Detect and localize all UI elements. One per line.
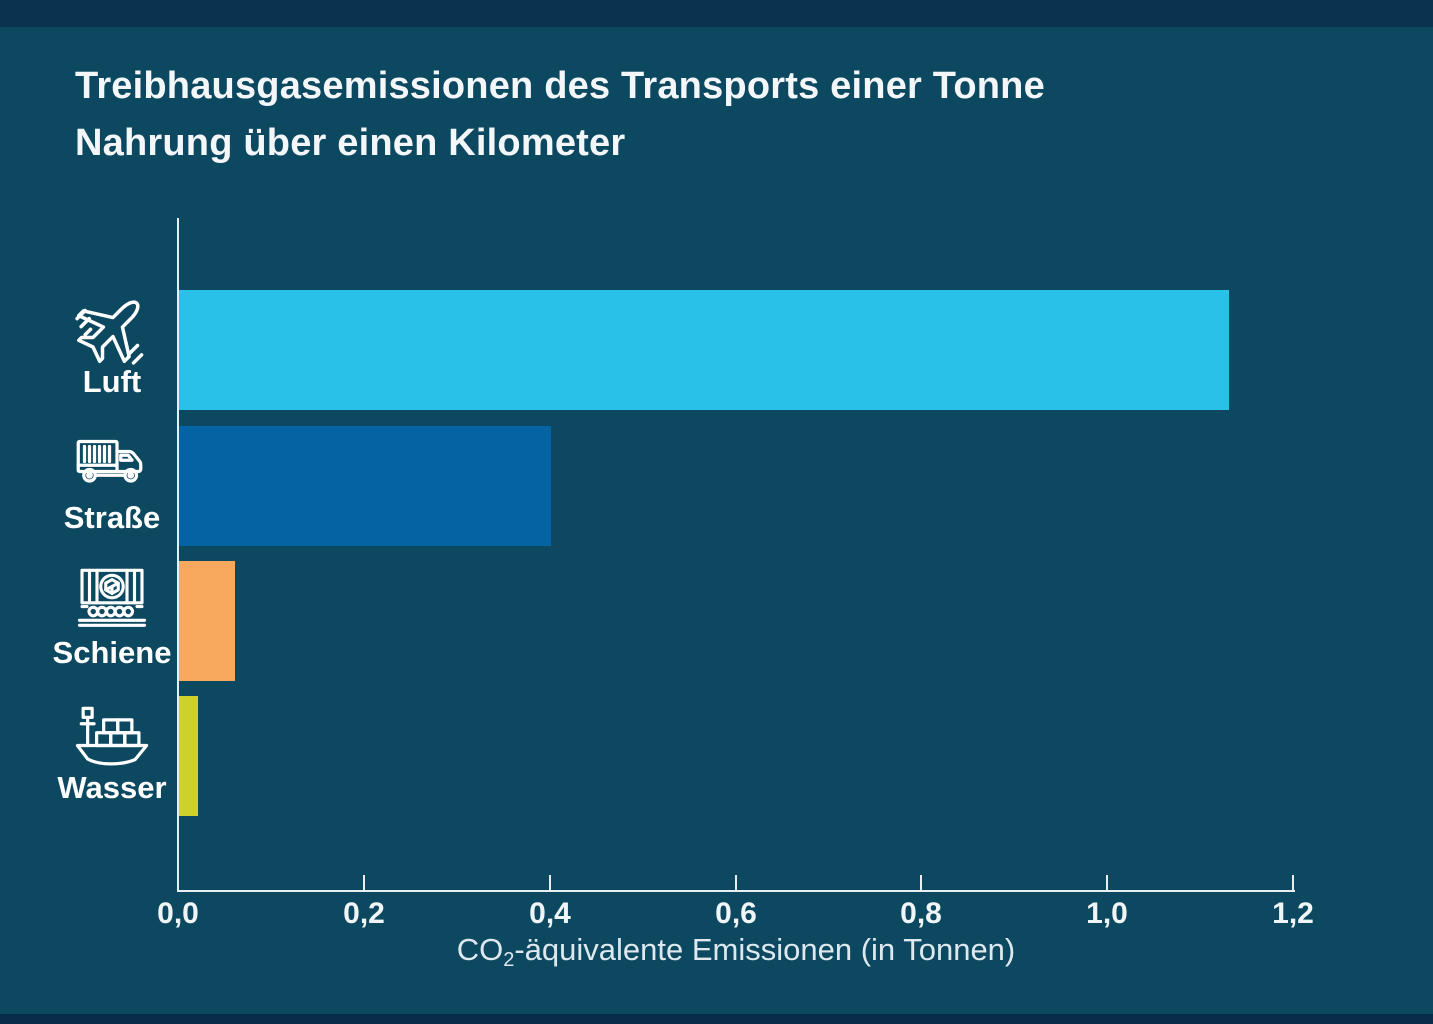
x-tick-label: 0,4 (529, 897, 571, 930)
x-axis-title-post: -äquivalente Emissionen (in Tonnen) (514, 932, 1016, 967)
category-label-wasser: Wasser (57, 770, 167, 805)
bar-strasse (179, 426, 551, 546)
x-tick-label: 1,0 (1086, 897, 1128, 930)
x-tick-label: 0,8 (900, 897, 942, 930)
x-tick-label: 0,0 (157, 897, 199, 930)
chart-title: Treibhausgasemissionen des Transports ei… (75, 58, 1195, 172)
train-icon (62, 561, 162, 637)
x-tick-label: 0,6 (715, 897, 757, 930)
bar-row-wasser: Wasser (0, 696, 1433, 816)
ship-icon (62, 696, 162, 772)
bar-row-schiene: Schiene (0, 561, 1433, 681)
x-axis-title: CO2-äquivalente Emissionen (in Tonnen) (178, 932, 1294, 972)
bar-row-luft: Luft (0, 290, 1433, 410)
category-label-strasse: Straße (63, 500, 161, 535)
category-label-luft: Luft (82, 364, 142, 399)
x-tick-mark (363, 875, 365, 890)
x-tick-mark (735, 875, 737, 890)
x-tick-mark (920, 875, 922, 890)
x-tick-mark (177, 875, 179, 890)
x-tick-mark (1292, 875, 1294, 890)
bar-row-strasse: Straße (0, 426, 1433, 546)
x-tick-label: 1,2 (1272, 897, 1314, 930)
plane-icon (62, 290, 162, 366)
bar-luft (179, 290, 1229, 410)
top-accent-strip (0, 0, 1433, 27)
bottom-accent-strip (0, 1014, 1433, 1024)
truck-icon (62, 426, 162, 502)
chart-title-line-2: Nahrung über einen Kilometer (75, 122, 626, 164)
x-axis-title-pre: CO (456, 932, 504, 967)
chart-title-line-1: Treibhausgasemissionen des Transports ei… (75, 65, 1045, 107)
bar-schiene (179, 561, 235, 681)
x-tick-label: 0,2 (343, 897, 385, 930)
y-axis-line (177, 218, 179, 890)
x-axis-title-sub: 2 (503, 949, 515, 971)
x-axis-line (177, 890, 1295, 892)
bar-wasser (179, 696, 198, 816)
x-tick-mark (549, 875, 551, 890)
x-tick-mark (1106, 875, 1108, 890)
category-label-schiene: Schiene (52, 635, 172, 670)
